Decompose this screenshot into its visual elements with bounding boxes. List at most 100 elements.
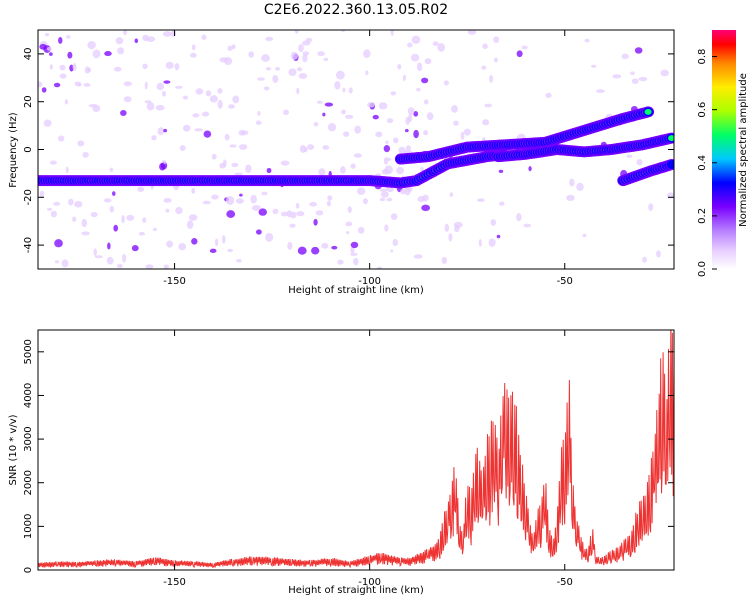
spectrogram-cell [49, 160, 57, 165]
spectrogram-cell [188, 214, 198, 221]
spectrogram-cell [390, 213, 398, 221]
spectrogram-cell [283, 109, 289, 116]
spectrogram-cell [66, 35, 71, 39]
spectrogram-cell [402, 74, 406, 82]
spectrogram-cell [257, 111, 261, 116]
spectrogram-panel: -150 -100 -50 -40 -20 0 20 40 Height of straigh… [8, 29, 675, 296]
spectrogram-cell [205, 90, 212, 97]
spectrogram-cell [195, 88, 204, 95]
spectrogram-cell [413, 254, 423, 259]
spectrogram-cell [335, 70, 345, 80]
y-tick-label: -40 [23, 237, 34, 253]
spectrogram-cell [631, 78, 639, 85]
spectrogram-cell [54, 260, 60, 264]
spectrogram-cell [265, 36, 274, 42]
spectrogram-cell [298, 72, 308, 80]
spectrogram-cell [496, 234, 501, 239]
colorbar: 0.0 0.2 0.4 0.6 0.8 Normalized spectral ampl… [697, 30, 749, 277]
spectrogram-cell [576, 182, 584, 191]
x-tick-label: -150 [163, 276, 186, 287]
spectrogram-cell [453, 120, 459, 126]
spectrogram-cell [345, 221, 353, 227]
spectrogram-cell [407, 42, 413, 48]
spectrogram-cell [323, 57, 329, 62]
spectrogram-cell [407, 107, 415, 115]
spectrogram-cell [92, 104, 101, 113]
spectrogram-cell [416, 88, 421, 92]
spectrogram-cell [142, 217, 147, 223]
y-tick-label: 40 [23, 48, 34, 61]
spectrogram-cell [117, 263, 123, 268]
spectrogram-cell [421, 77, 429, 84]
spectrogram-cell [478, 239, 482, 247]
spectrogram-cell [302, 53, 308, 63]
spectrogram-cell [274, 67, 280, 71]
spectrogram-cell [482, 119, 490, 126]
spectrogram-cell [272, 74, 279, 83]
spectrogram-cell [138, 231, 146, 236]
spectrogram-cell [225, 195, 235, 205]
spectrogram-cell [411, 35, 421, 44]
spectrogram-cell [39, 43, 47, 50]
spectrogram-cell [481, 65, 487, 70]
spectrogram-cell [104, 51, 112, 57]
spectrogram-cell [68, 198, 74, 206]
spectrogram-cell [179, 145, 186, 152]
spectrogram-cell [137, 186, 145, 192]
spectrogram-xlabel: Height of straight line (km) [288, 285, 424, 296]
spectrogram-cell [375, 131, 383, 138]
spectrogram-axes: -150 -100 -50 -40 -20 0 20 40 [23, 30, 674, 287]
colorbar-ticks: 0.0 0.2 0.4 0.6 0.8 [697, 49, 717, 277]
spectrogram-cell [307, 144, 315, 150]
spectrogram-cell [621, 53, 629, 60]
spectrogram-cell [219, 57, 229, 63]
spectrogram-cell [59, 64, 66, 71]
spectrogram-cell [46, 46, 52, 51]
spectrogram-cell [294, 30, 299, 34]
spectrogram-cell [232, 95, 240, 104]
spectrogram-cell [162, 31, 172, 37]
spectrogram-cell [311, 246, 320, 255]
spectrogram-cell [161, 90, 167, 97]
x-tick-label: -50 [557, 577, 573, 588]
spectrogram-cell [528, 166, 532, 172]
spectrogram-cell [318, 168, 326, 177]
spectrogram-cell [295, 202, 300, 209]
spectrogram-cell [39, 190, 45, 199]
spectrogram-cell [490, 219, 497, 226]
spectrogram-cell [372, 114, 379, 120]
spectrogram-cell [423, 99, 429, 105]
spectrogram-cell [163, 198, 172, 203]
spectrogram-cell [145, 264, 154, 269]
spectrogram-cell [191, 44, 196, 51]
spectrogram-cell [265, 232, 274, 242]
spectrogram-cell [65, 166, 69, 174]
x-tick-label: -50 [557, 276, 573, 287]
spectrogram-cell [566, 194, 575, 202]
spectrogram-cell [413, 111, 419, 117]
spectrogram-cell [211, 153, 217, 160]
spectrogram-cell [393, 137, 399, 144]
spectrogram-cell [626, 154, 633, 158]
spectrogram-cell [398, 146, 406, 154]
spectrogram-cell [109, 205, 115, 213]
spectrogram-cell [289, 211, 297, 219]
spectrogram-cell [644, 108, 652, 115]
spectrogram-cell [656, 250, 661, 258]
colorbar-tick-label: 0.6 [697, 102, 708, 118]
spectrogram-cell [498, 169, 504, 173]
spectrogram-cell [280, 211, 289, 217]
snr-frame [37, 329, 675, 571]
snr-panel: -150 -100 -50 0 1000 2000 3000 4000 5000 Height … [8, 329, 675, 596]
spectrogram-cell [365, 70, 369, 76]
spectrogram-cell [493, 36, 500, 43]
spectrogram-cell [376, 266, 383, 269]
spectrogram-cell [350, 241, 359, 249]
spectrogram-cell [634, 47, 643, 54]
spectrogram-cell [437, 43, 446, 52]
spectrogram-cell [222, 234, 226, 244]
spectrogram-cell [146, 36, 156, 43]
spectrogram-cell [94, 255, 103, 259]
spectrogram-cell [163, 264, 169, 269]
